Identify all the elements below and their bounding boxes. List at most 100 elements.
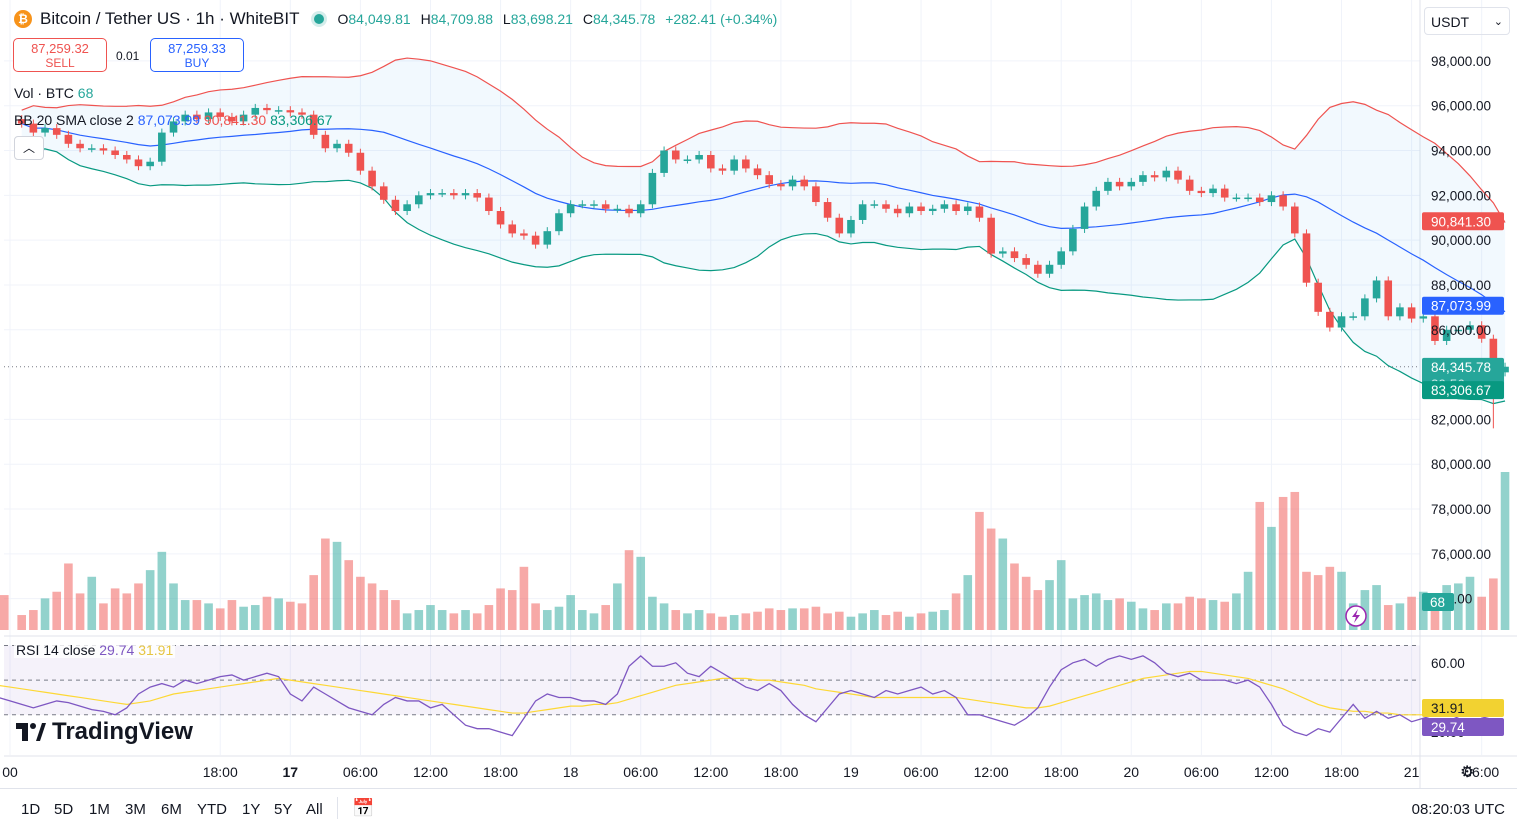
volume-bar — [344, 560, 354, 630]
time-tick-label: 18:00 — [1324, 764, 1359, 780]
collapse-legend-button[interactable]: ︿ — [14, 136, 44, 160]
time-tick-label: 18:00 — [483, 764, 518, 780]
price-tick-label: 98,000.00 — [1431, 54, 1491, 69]
volume-bar — [1489, 578, 1498, 630]
volume-bar — [239, 606, 248, 630]
range-3m-button[interactable]: 3M — [125, 801, 146, 818]
volume-bar — [1313, 575, 1323, 630]
candle-body — [415, 195, 423, 205]
candle-body — [403, 204, 411, 212]
candle-body — [1034, 264, 1042, 274]
clock[interactable]: 08:20:03 UTC — [1411, 801, 1505, 818]
volume-bar — [1255, 501, 1265, 630]
volume-bar — [858, 613, 867, 630]
volume-bar — [75, 593, 85, 630]
candle-body — [1174, 170, 1182, 180]
volume-bar — [449, 613, 459, 630]
volume-bar — [1126, 601, 1136, 630]
candle-body — [847, 219, 855, 234]
candle-body — [473, 193, 481, 198]
volume-bar — [951, 593, 961, 630]
buy-button[interactable]: 87,259.33 BUY — [150, 38, 244, 72]
range-5y-button[interactable]: 5Y — [274, 801, 293, 818]
volume-bar — [1290, 491, 1300, 630]
candle-body — [1372, 280, 1381, 299]
volume-bar — [426, 605, 435, 630]
time-tick-label: 00 — [2, 764, 18, 780]
currency-select[interactable]: USDT ⌄ — [1424, 7, 1510, 35]
candle-body — [718, 168, 727, 171]
range-6m-button[interactable]: 6M — [161, 801, 182, 818]
range-1m-button[interactable]: 1M — [89, 801, 110, 818]
volume-bar — [589, 613, 599, 630]
range-1y-button[interactable]: 1Y — [242, 801, 261, 818]
candle-body — [928, 208, 937, 212]
candle-body — [204, 112, 213, 120]
volume-bar — [472, 613, 482, 630]
candle-body — [496, 211, 505, 225]
volume-bar — [881, 615, 891, 630]
symbol-header[interactable]: ₿ Bitcoin / Tether US · 1h · WhiteBIT O8… — [14, 9, 777, 29]
volume-bar — [1185, 596, 1194, 630]
volume-bar — [64, 563, 73, 630]
volume-bar — [1220, 601, 1230, 630]
volume-bar — [1267, 526, 1276, 630]
volume-bar — [905, 616, 914, 630]
price-tick-label: 78,000.00 — [1431, 502, 1491, 517]
candle-body — [671, 150, 680, 160]
candle-body — [1162, 170, 1171, 178]
candle-body — [1127, 181, 1136, 187]
volume-bar — [741, 613, 751, 630]
price-tick-label: 88,000.00 — [1431, 278, 1491, 293]
range-1d-button[interactable]: 1D — [21, 801, 41, 818]
volume-bar — [122, 593, 132, 630]
candle-body — [111, 150, 119, 155]
price-tick-label: 82,000.00 — [1431, 412, 1491, 427]
volume-bar — [332, 541, 342, 630]
price-tick-label: 80,000.00 — [1431, 457, 1491, 472]
candle-body — [1010, 251, 1019, 259]
volume-bar — [29, 610, 38, 630]
candle-body — [1080, 206, 1089, 229]
rsi-legend[interactable]: RSI 14 close 29.74 31.91 — [14, 642, 176, 658]
volume-bar — [1302, 571, 1311, 630]
volume-bar — [286, 601, 295, 630]
volume-legend[interactable]: Vol · BTC 68 — [14, 85, 94, 101]
volume-label-bg — [1422, 593, 1454, 611]
candle-body — [193, 114, 201, 120]
candle-body — [1489, 338, 1498, 373]
tradingview-icon — [16, 723, 46, 741]
toolbar-divider — [337, 797, 338, 819]
range-all-button[interactable]: All — [306, 801, 323, 818]
sell-button[interactable]: 87,259.32 SELL — [13, 38, 107, 72]
time-tick-label: 19 — [843, 764, 859, 780]
volume-bar — [507, 590, 517, 630]
candle-body — [1197, 190, 1206, 194]
candle-body — [940, 204, 949, 209]
candle-body — [1150, 175, 1159, 178]
settings-gear-icon[interactable]: ⚙ — [1460, 764, 1475, 781]
volume-bar — [624, 550, 634, 630]
volume-bar — [1477, 596, 1486, 630]
volume-bar — [402, 613, 412, 630]
bb-lower-price-label: 83,306.67 — [1431, 383, 1491, 398]
volume-bar — [1103, 600, 1113, 630]
candle-body — [508, 224, 517, 234]
volume-bar — [1232, 593, 1241, 630]
volume-bar — [367, 583, 377, 630]
price-tick-label: 96,000.00 — [1431, 99, 1491, 114]
range-ytd-button[interactable]: YTD — [197, 801, 227, 818]
go-to-date-calendar-icon[interactable]: 📅 — [352, 798, 375, 818]
symbol-title[interactable]: Bitcoin / Tether US · 1h · WhiteBIT — [40, 9, 300, 28]
tradingview-logo: TradingView — [16, 718, 193, 746]
range-5d-button[interactable]: 5D — [54, 801, 74, 818]
bollinger-legend[interactable]: BB 20 SMA close 2 87,073.99 90,841.30 83… — [14, 112, 333, 128]
candle-body — [823, 202, 832, 218]
bb-upper-price-label: 90,841.30 — [1431, 214, 1491, 229]
candle-body — [263, 107, 271, 111]
candle-body — [216, 112, 225, 117]
bb-upper-price-label-bg — [1422, 212, 1504, 231]
volume-bar — [718, 616, 727, 630]
candle-body — [1466, 325, 1474, 330]
